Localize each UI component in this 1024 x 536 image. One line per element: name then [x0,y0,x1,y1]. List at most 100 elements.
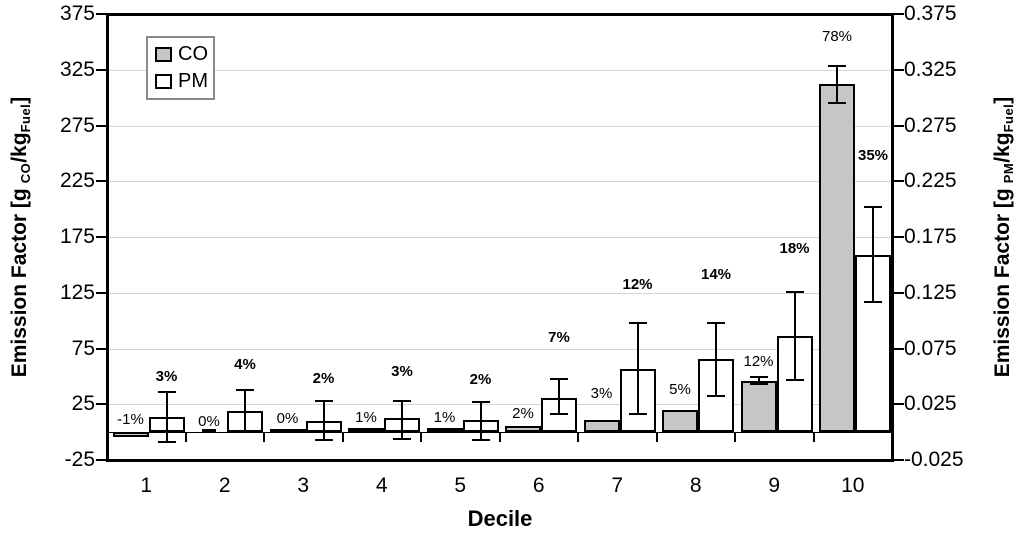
left-tick-375 [96,13,106,15]
co-bar-decile-10 [819,84,855,433]
pm-pct-label-decile-2: 4% [234,356,256,374]
right-tick-0.375 [894,13,904,15]
right-tick-label-0.225: 0.225 [904,169,957,193]
co-pct-label-decile-8: 5% [669,380,691,398]
x-boundary-tick-8 [734,432,736,443]
left-tick-label-25: 25 [71,392,95,416]
co-pct-label-decile-7: 3% [590,385,613,403]
pm-errorbar-decile-5-line [479,402,482,440]
co-bar-decile-9 [740,380,777,433]
pm-errorbar-decile-5-cap-top [471,401,490,404]
plot-frame [106,13,894,462]
x-axis-title: Decile [467,506,533,531]
pm-errorbar-decile-8-line [715,322,717,397]
right-tick-0.075 [894,347,904,350]
pm-errorbar-decile-7-cap-top [628,321,647,324]
left-tick-125 [96,291,106,294]
right-tick-0.325 [894,68,904,71]
pm-errorbar-decile-4-cap-bottom [393,437,411,440]
gridline-325 [109,69,890,71]
co-bar-decile-2 [202,429,216,433]
pm-errorbar-decile-7-line [636,322,639,415]
x-tick-label-3: 3 [297,474,310,497]
gridline-175 [109,237,890,238]
left-tick--25 [96,459,106,461]
x-boundary-tick-7 [655,432,658,443]
pm-pct-label-decile-1: 3% [155,368,178,386]
pm-pct-label-decile-5: 2% [469,370,492,388]
right-tick-label-0.275: 0.275 [904,113,957,137]
co-pct-label-decile-6: 2% [512,405,534,423]
co-bar-decile-4 [348,428,384,433]
co-bar-decile-8 [662,409,698,433]
right-tick-0.225 [894,180,904,183]
legend-item-co: CO [155,43,213,66]
pm-pct-label-decile-7: 12% [622,275,653,293]
left-tick-225 [96,180,106,183]
x-tick-label-9: 9 [768,474,781,497]
pm-errorbar-decile-8-cap-top [707,321,725,324]
pm-errorbar-decile-8-cap-bottom [707,395,725,398]
pm-errorbar-decile-2-line [244,389,246,433]
left-tick-75 [96,347,106,350]
co-bar-decile-6 [505,425,541,433]
right-tick-label--0.025: -0.025 [904,448,964,471]
pm-errorbar-decile-10-line [872,206,874,302]
pm-pct-label-decile-10: 35% [857,146,889,164]
pm-errorbar-decile-6-cap-bottom [550,413,568,416]
gridline-75 [109,348,890,350]
right-tick--0.025 [894,459,904,461]
x-tick-label-6: 6 [532,474,545,497]
right-tick-label-0.075: 0.075 [904,336,957,360]
co-bar-decile-5 [426,427,463,433]
x-boundary-tick-3 [341,432,344,443]
pm-errorbar-decile-9-cap-top [785,290,804,293]
right-tick-label-0.375: 0.375 [904,2,957,25]
right-tick-label-0.325: 0.325 [904,57,957,81]
pm-errorbar-decile-1-cap-bottom [157,441,176,444]
co-pct-label-decile-3: 0% [276,409,299,427]
x-tick-label-7: 7 [611,474,624,497]
left-tick-label-375: 375 [59,2,95,25]
pm-errorbar-decile-10-cap-bottom [864,300,882,303]
left-tick-25 [96,403,106,406]
co-errorbar-decile-10-line [836,66,838,104]
pm-swatch-icon [155,74,172,90]
x-tick-label-5: 5 [454,474,467,497]
x-boundary-tick-6 [577,432,579,443]
co-pct-label-decile-2: 0% [198,413,220,431]
left-tick-label-225: 225 [59,169,95,193]
left-tick-325 [96,68,106,71]
gridline-275 [109,125,890,127]
co-bar-decile-1 [112,432,149,437]
legend: CO PM [146,36,215,100]
pm-errorbar-decile-4-line [401,400,403,439]
right-tick-label-0.175: 0.175 [904,225,957,248]
x-boundary-tick-5 [498,432,501,443]
pm-pct-label-decile-9: 18% [779,240,810,258]
x-tick-label-1: 1 [140,474,153,497]
x-boundary-tick-2 [263,432,265,443]
gridline-225 [109,181,890,183]
co-swatch-icon [155,46,172,62]
x-tick-label-8: 8 [689,474,702,497]
left-tick-label-275: 275 [59,113,95,137]
pm-errorbar-decile-2-cap-bottom [236,431,254,434]
right-tick-0.175 [894,236,904,238]
right-tick-label-0.025: 0.025 [904,392,957,416]
pm-errorbar-decile-9-line [793,291,796,380]
x-tick-label-4: 4 [375,474,388,497]
left-tick-275 [96,124,106,127]
legend-label-co: CO [178,42,208,65]
pm-errorbar-decile-7-cap-bottom [628,413,647,416]
legend-label-pm: PM [178,70,208,93]
co-errorbar-decile-10-cap-top [828,65,846,68]
pm-errorbar-decile-10-cap-top [864,205,882,208]
pm-errorbar-decile-9-cap-bottom [785,378,804,381]
pm-errorbar-decile-2-cap-top [236,388,254,391]
pm-errorbar-decile-1-line [165,391,168,443]
right-tick-0.275 [894,124,904,127]
co-bar-decile-3 [269,429,306,434]
